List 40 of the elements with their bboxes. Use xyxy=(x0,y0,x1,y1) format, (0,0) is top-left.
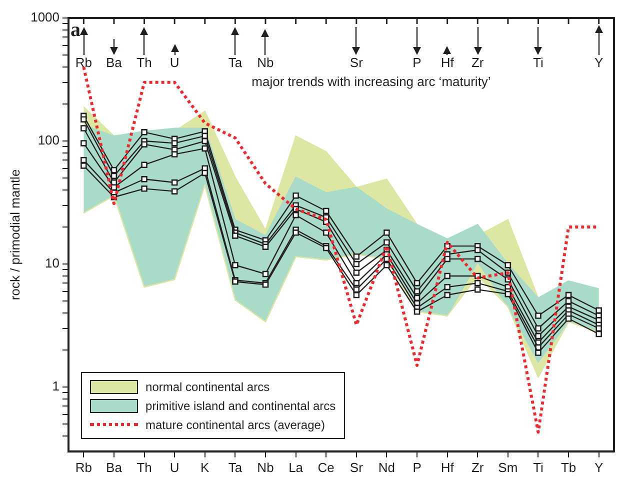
x-tick-label: La xyxy=(288,460,304,475)
x-tick-label: Nb xyxy=(257,460,274,475)
x-tick-label: Y xyxy=(594,460,604,475)
x-tick-label: Rb xyxy=(75,460,92,475)
annotation: Ba xyxy=(106,55,122,70)
annotation: Zr xyxy=(471,55,484,70)
x-tick-label: Ce xyxy=(318,460,334,475)
annotation: Y xyxy=(594,55,604,70)
legend-label: primitive island and continental arcs xyxy=(146,398,336,413)
legend-label: mature continental arcs (average) xyxy=(146,418,325,432)
x-tick-label: Th xyxy=(136,460,152,475)
x-tick-label: Sm xyxy=(498,460,518,475)
annotation: Th xyxy=(136,55,152,70)
x-tick-label: Hf xyxy=(440,460,454,475)
x-tick-label: U xyxy=(170,460,180,475)
x-tick-label: Tb xyxy=(560,460,576,475)
annotation: Hf xyxy=(440,55,454,70)
x-tick-label: Zr xyxy=(471,460,484,475)
x-tick-label: Ta xyxy=(228,460,243,475)
annotation: major trends with increasing arc ‘maturity’ xyxy=(252,74,491,89)
legend-label: normal continental arcs xyxy=(146,380,270,394)
x-tick-label: K xyxy=(200,460,210,475)
y-tick-label: 1000 xyxy=(30,10,60,25)
x-tick-label: Nd xyxy=(378,460,396,475)
y-tick-label: 100 xyxy=(38,132,60,148)
x-tick-label: P xyxy=(412,460,422,475)
annotation: a xyxy=(70,19,81,42)
x-tick-label: Ba xyxy=(106,460,123,475)
annotation: P xyxy=(412,55,422,70)
annotation: Sr xyxy=(350,55,363,70)
x-tick-label: Ti xyxy=(533,460,544,475)
y-axis-title: rock / primodial mantle xyxy=(7,169,22,300)
annotation: Nb xyxy=(257,55,274,70)
annotation: Rb xyxy=(75,55,92,70)
annotation: Ta xyxy=(228,55,242,70)
x-tick-label: Sr xyxy=(350,460,364,475)
y-tick-label: 10 xyxy=(45,256,60,271)
annotation: U xyxy=(170,55,180,70)
annotation: Ti xyxy=(533,55,544,70)
y-tick-label: 1 xyxy=(52,378,60,394)
